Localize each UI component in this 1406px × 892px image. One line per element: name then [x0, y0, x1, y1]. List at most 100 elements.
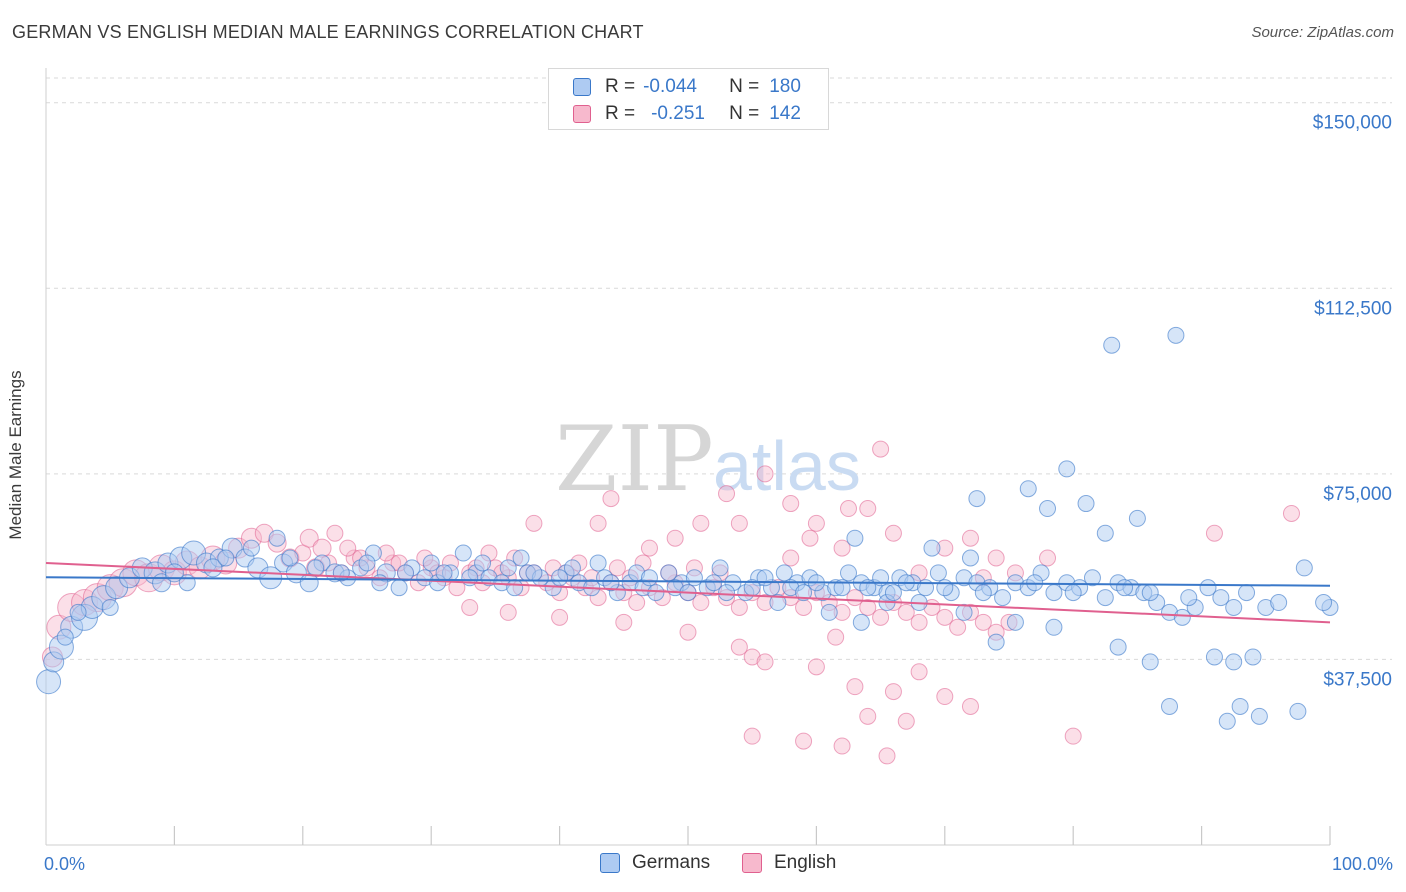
english-point — [312, 538, 332, 558]
german-point — [711, 559, 729, 577]
german-trend-line — [45, 576, 1331, 587]
german-point — [936, 579, 954, 597]
german-point — [1045, 618, 1063, 636]
english-point — [961, 697, 979, 715]
german-point — [1231, 697, 1249, 715]
german-point — [1250, 707, 1268, 725]
english-point — [840, 500, 857, 518]
legend-r-label: R = — [605, 76, 636, 97]
german-point — [1225, 653, 1243, 671]
series-legend: Germans English — [0, 852, 1406, 878]
english-point — [872, 608, 890, 626]
legend-label-english: English — [774, 852, 837, 873]
german-point — [705, 574, 723, 592]
english-point — [1039, 549, 1057, 567]
german-point — [307, 559, 325, 577]
legend-item-germans: Germans — [600, 852, 710, 874]
english-point — [551, 608, 569, 626]
legend-swatch-germans — [573, 78, 591, 96]
german-point — [1128, 509, 1146, 527]
german-point — [203, 558, 223, 578]
german-point — [499, 559, 517, 577]
german-point — [506, 579, 524, 597]
english-point — [859, 707, 877, 725]
german-point — [846, 529, 864, 547]
legend-r-value: -0.044 — [643, 76, 697, 97]
german-point — [884, 584, 902, 602]
english-point — [499, 603, 517, 621]
english-point — [666, 529, 684, 547]
german-point — [955, 603, 973, 621]
german-point — [1058, 460, 1076, 478]
english-point — [602, 490, 620, 508]
german-point — [435, 564, 453, 582]
german-point — [602, 574, 620, 592]
german-point — [775, 564, 793, 582]
german-point — [36, 669, 62, 695]
german-point — [1019, 480, 1037, 498]
english-point — [326, 524, 344, 542]
german-point — [1109, 638, 1127, 656]
german-point — [1295, 559, 1313, 577]
english-point — [795, 732, 813, 750]
english-point — [936, 608, 954, 626]
english-point — [756, 465, 774, 483]
legend-swatch-germans — [600, 853, 620, 873]
legend-n-label: N = — [729, 76, 760, 97]
german-point — [1180, 589, 1198, 607]
german-point — [1212, 589, 1230, 607]
y-tick-label: $150,000 — [1313, 113, 1392, 134]
english-point — [718, 485, 736, 503]
english-point — [910, 663, 928, 681]
source-label: Source: ZipAtlas.com — [1251, 24, 1394, 41]
english-point — [1205, 524, 1223, 542]
german-point — [961, 549, 979, 567]
german-point — [299, 573, 319, 593]
english-point — [615, 613, 633, 631]
english-point — [589, 514, 607, 532]
legend-row-germans: R = -0.044 N = 180 — [573, 74, 801, 100]
chart-title: GERMAN VS ENGLISH MEDIAN MALE EARNINGS C… — [12, 22, 644, 42]
english-point — [884, 683, 902, 701]
german-point — [178, 574, 196, 592]
english-point — [807, 658, 825, 676]
english-point — [936, 688, 954, 706]
legend-r-value: -0.251 — [651, 103, 705, 124]
english-point — [833, 539, 851, 557]
german-point — [756, 569, 774, 587]
english-point — [846, 678, 864, 696]
english-point — [692, 514, 710, 532]
english-point — [608, 559, 626, 577]
german-point — [840, 564, 857, 582]
german-point — [1218, 712, 1236, 730]
german-point — [1006, 613, 1024, 631]
german-point — [647, 584, 665, 602]
english-point — [846, 589, 864, 607]
watermark: ZIP atlas — [555, 407, 861, 512]
german-point — [1289, 702, 1307, 720]
english-point — [692, 594, 710, 612]
german-point — [525, 564, 543, 582]
english-point — [872, 440, 890, 458]
english-point — [679, 623, 697, 641]
english-point — [730, 514, 748, 532]
legend-swatch-english — [573, 105, 591, 123]
german-point — [923, 539, 941, 557]
german-point — [994, 589, 1012, 607]
english-point — [743, 727, 761, 745]
english-point — [910, 613, 928, 631]
english-point — [897, 603, 915, 621]
german-point — [1244, 648, 1262, 666]
watermark-atlas: atlas — [713, 427, 861, 505]
english-point — [878, 747, 896, 765]
german-point — [1141, 653, 1159, 671]
legend-item-english: English — [742, 852, 836, 874]
english-point — [299, 528, 319, 548]
x-tick-label: 100.0% — [1332, 854, 1393, 874]
english-point — [795, 598, 813, 616]
english-point — [782, 549, 800, 567]
english-point — [756, 653, 774, 671]
english-point — [730, 638, 748, 656]
german-point — [101, 598, 119, 616]
